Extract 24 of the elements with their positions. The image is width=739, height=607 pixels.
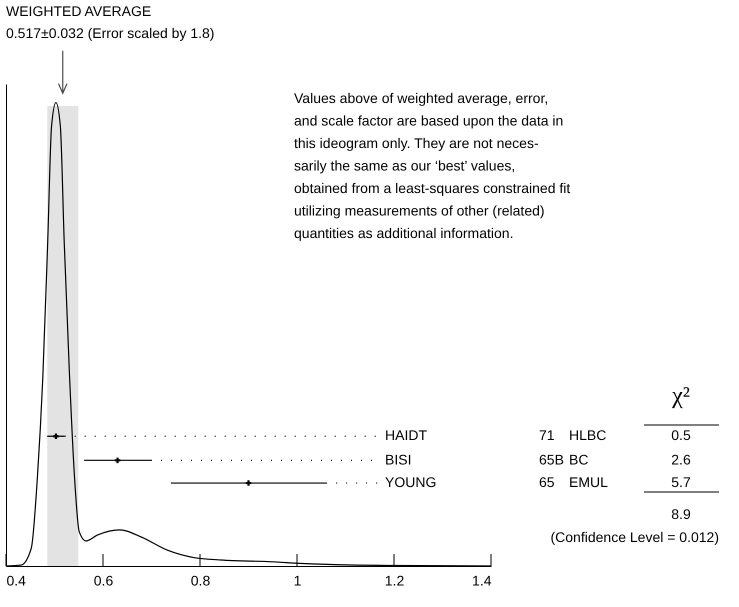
text: BC [569, 451, 588, 468]
text: 8.9 [671, 506, 691, 522]
annotation: HAIDT [385, 427, 428, 444]
x-tick-label: 0.4 [6, 572, 26, 588]
annotation: YOUNG [385, 474, 436, 490]
text: 2.6 [671, 451, 691, 468]
text: HLBC [569, 427, 606, 444]
text: 65 [539, 474, 555, 490]
text: 65B [539, 451, 564, 468]
text: χ² [671, 383, 690, 409]
text: EMUL [569, 474, 608, 490]
text: 71 [539, 427, 555, 444]
text: 0.5 [671, 427, 691, 444]
text: (Confidence Level = 0.012) [550, 529, 719, 545]
x-tick-label: 1.2 [384, 572, 404, 588]
text: 5.7 [671, 474, 691, 490]
annotation: BISI [385, 451, 412, 468]
x-tick-label: 0.8 [190, 572, 210, 588]
x-tick-label: 1 [294, 572, 302, 588]
text: 0.517±0.032 (Error scaled by 1.8) [6, 25, 214, 41]
x-tick-label: 1.4 [472, 572, 492, 588]
chart-title: WEIGHTED AVERAGE [6, 3, 152, 19]
annotation: Values above of weighted average, error, and scale factor are based upon the data in this ideogram only. They are not neces- sarily the same as our ‘best’ values, obtained from a least-squares constrained fit utilizing measurements of other (related) quantities as additional information. [294, 90, 570, 241]
x-tick-label: 0.6 [94, 572, 114, 588]
